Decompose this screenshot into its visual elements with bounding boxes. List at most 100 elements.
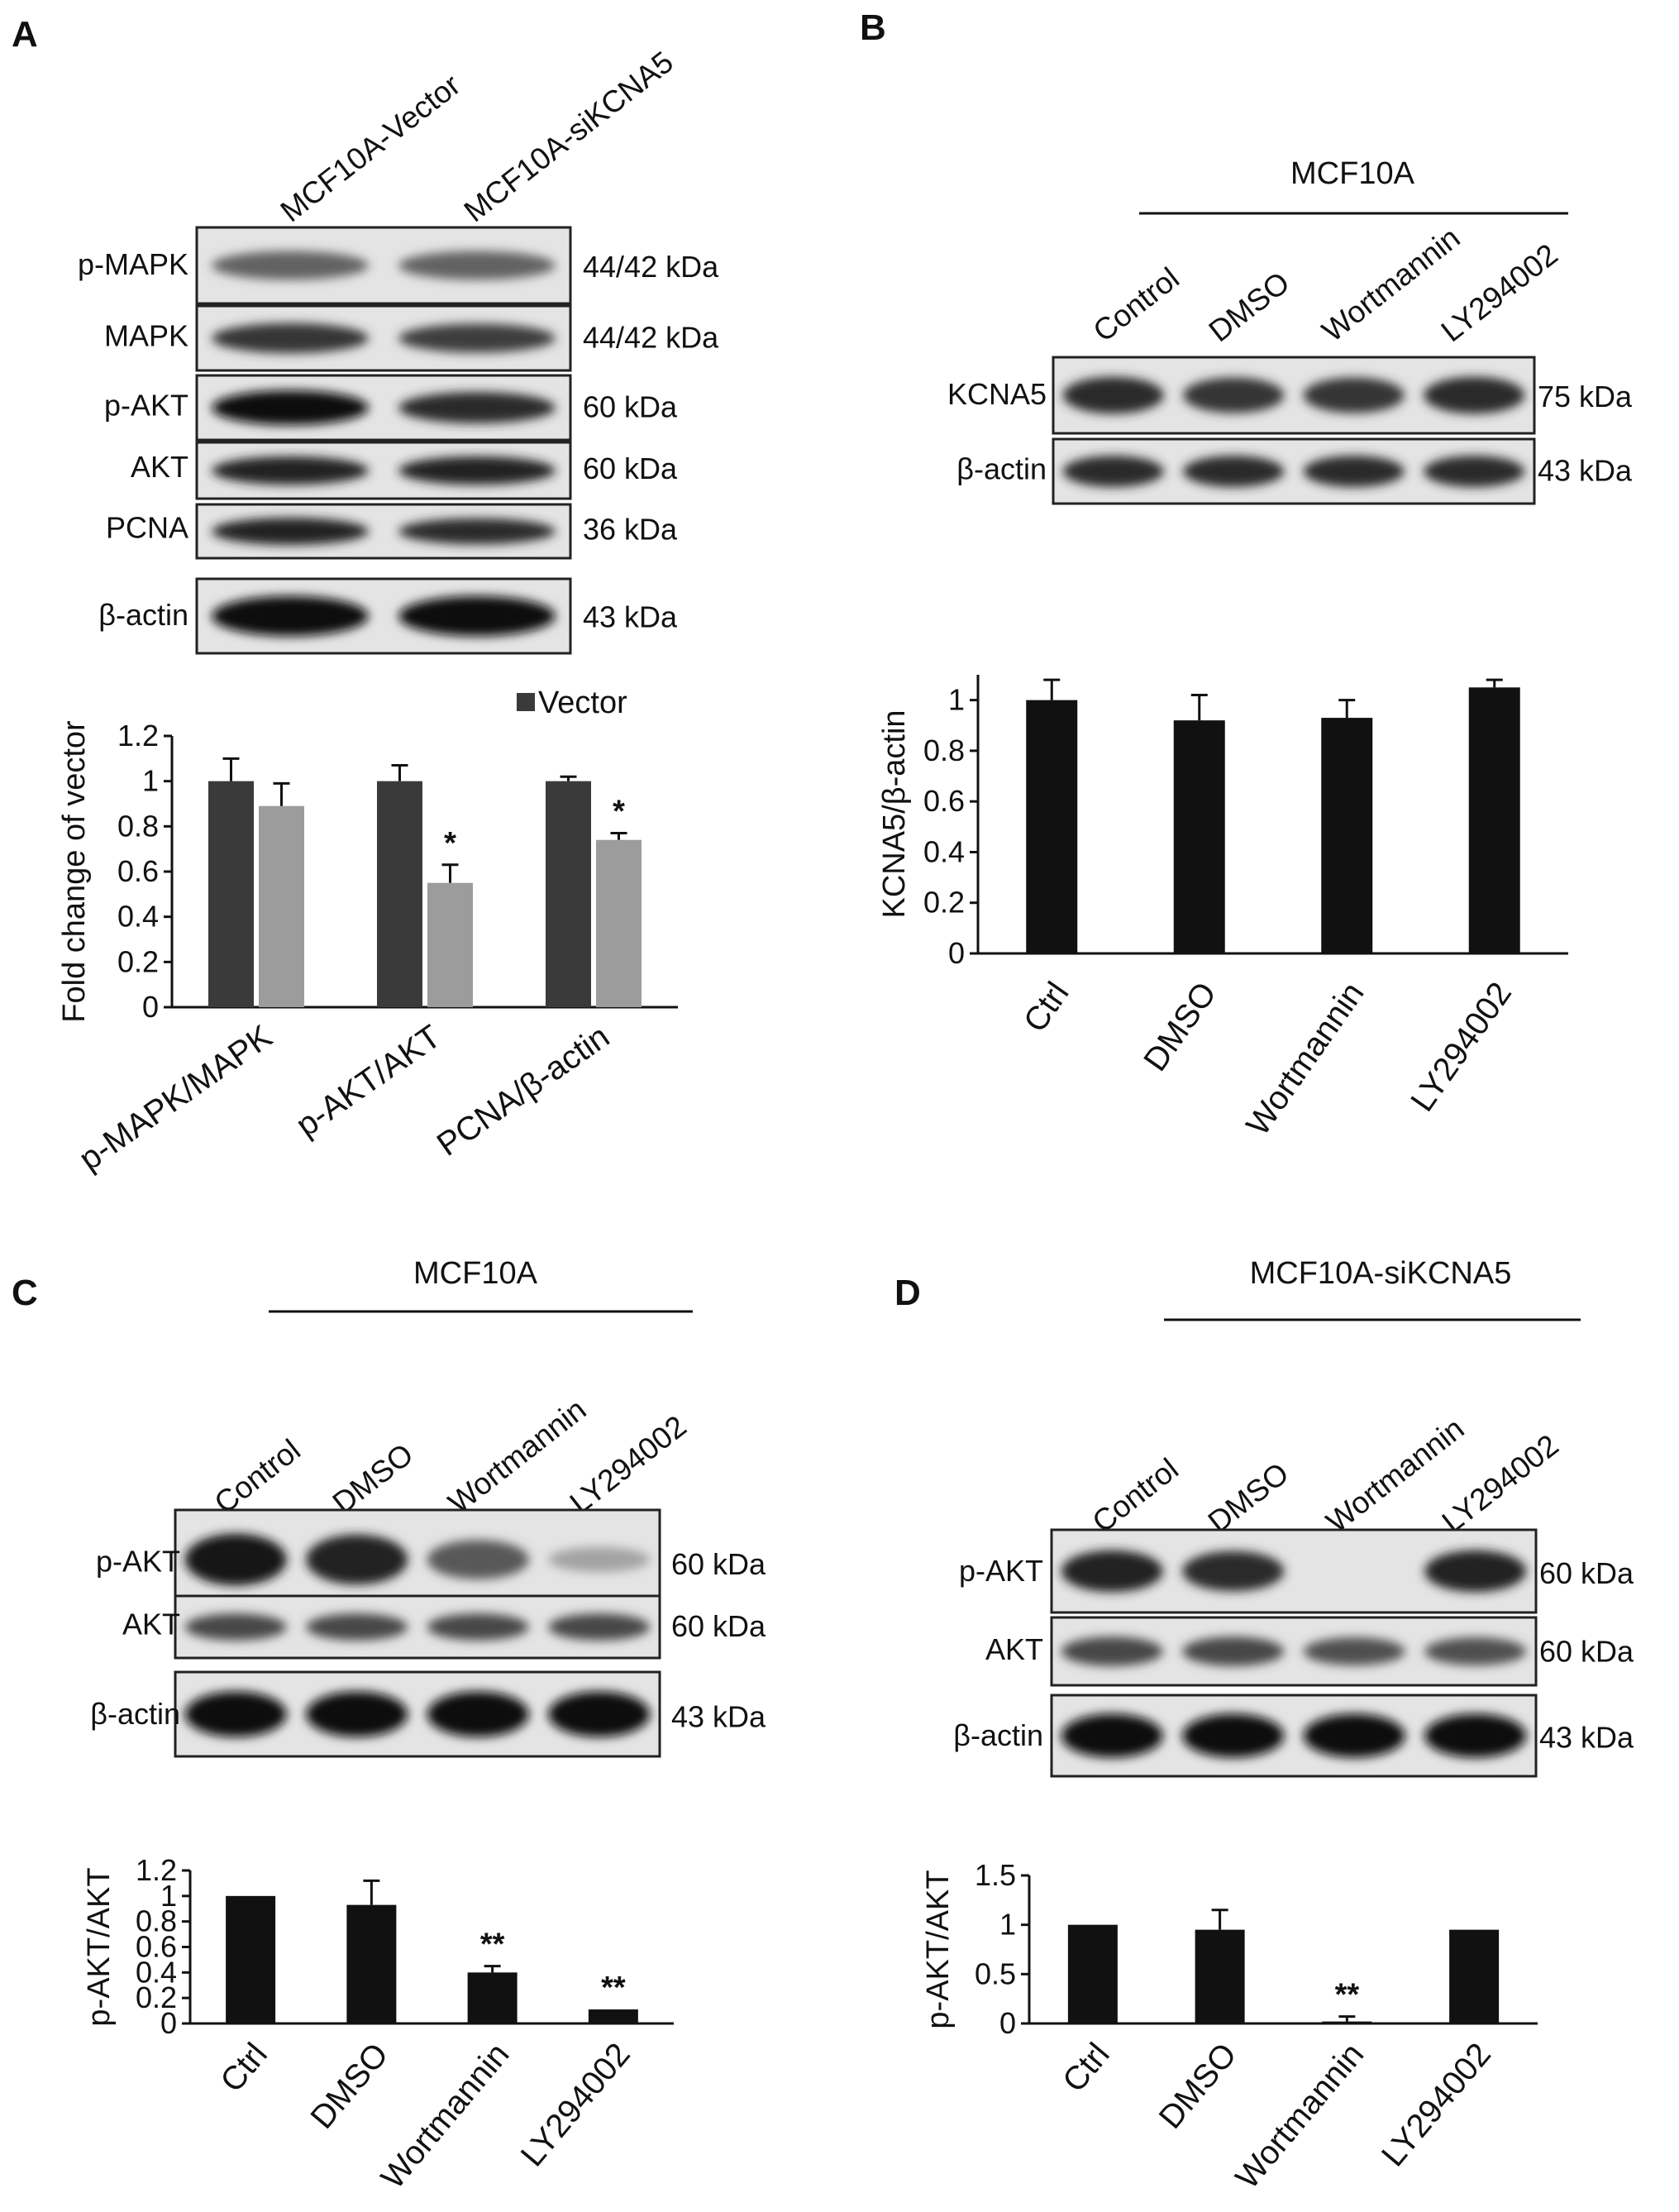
panel-label-a: A bbox=[12, 14, 38, 55]
bar bbox=[546, 781, 591, 1007]
lane-label: Control bbox=[208, 1433, 307, 1521]
blot-size-label: 44/42 kDa bbox=[583, 321, 719, 355]
panel-b-bar-chart: 0 0.2 0.4 0.6 0.8 1 KCNA5/β-actin Ctrl DMSO Wortm… bbox=[877, 675, 1568, 1142]
panel-label-c: C bbox=[12, 1273, 38, 1313]
blot-protein-label: p-AKT bbox=[96, 1544, 180, 1578]
significance-marker: ** bbox=[1335, 1978, 1360, 2013]
lane-label: DMSO bbox=[1202, 1456, 1295, 1540]
blot-size-label: 60 kDa bbox=[583, 390, 678, 424]
significance-marker: ** bbox=[480, 1928, 505, 1962]
bar bbox=[1173, 720, 1225, 953]
y-tick-label: 0.2 bbox=[136, 1980, 177, 2014]
panel-c-group-header: MCF10A bbox=[413, 1256, 538, 1291]
panel-d-bar-chart: 0 0.5 1 1.5 p-AKT/AKT Ctrl DMSO ** Wortmannin LY2… bbox=[921, 1858, 1538, 2195]
blot-band bbox=[184, 1691, 287, 1737]
blot-row: PCNA 36 kDa bbox=[106, 503, 678, 560]
blot-band bbox=[1424, 1713, 1527, 1758]
blot-band bbox=[212, 595, 369, 637]
blot-band bbox=[1183, 377, 1285, 413]
y-tick-label: 0.4 bbox=[136, 1955, 177, 1989]
y-tick-label: 1 bbox=[142, 764, 159, 798]
y-tick-label: 0.8 bbox=[923, 733, 965, 767]
bar bbox=[377, 781, 422, 1007]
blot-band bbox=[1061, 1550, 1163, 1593]
y-tick-label: 0.6 bbox=[136, 1930, 177, 1964]
bar bbox=[346, 1904, 397, 2023]
blot-band bbox=[398, 251, 556, 280]
y-tick-label: 0.5 bbox=[975, 1956, 1016, 1990]
blot-size-label: 36 kDa bbox=[583, 512, 678, 546]
blot-band bbox=[398, 392, 556, 423]
blot-row: p-MAPK 44/42 kDa bbox=[78, 226, 719, 305]
blot-size-label: 75 kDa bbox=[1538, 380, 1633, 413]
x-category-label: Wortmannin bbox=[374, 2037, 517, 2196]
blot-band bbox=[548, 1546, 651, 1573]
y-tick-label: 0.6 bbox=[923, 784, 965, 818]
bar bbox=[259, 805, 304, 1007]
y-tick-label: 1 bbox=[160, 1879, 177, 1913]
y-tick-label: 0.2 bbox=[117, 944, 159, 978]
blot-protein-label: AKT bbox=[122, 1608, 180, 1641]
blot-protein-label: β-actin bbox=[90, 1697, 180, 1731]
x-category-label: LY294002 bbox=[1404, 976, 1519, 1118]
blot-band bbox=[212, 518, 369, 545]
blot-band bbox=[1182, 1713, 1285, 1758]
x-category-label: PCNA/β-actin bbox=[431, 1018, 616, 1163]
blot-row: p-AKT 60 kDa bbox=[959, 1528, 1634, 1614]
lane-label: DMSO bbox=[1203, 265, 1296, 349]
blot-band bbox=[1424, 456, 1525, 487]
panel-d-group-header: MCF10A-siKCNA5 bbox=[1250, 1256, 1512, 1291]
blot-band bbox=[427, 1691, 529, 1737]
blot-size-label: 43 kDa bbox=[1539, 1721, 1634, 1755]
blot-band bbox=[306, 1534, 408, 1585]
blot-band bbox=[398, 456, 556, 485]
y-tick-label: 1 bbox=[948, 683, 965, 717]
y-tick-label: 1.5 bbox=[975, 1858, 1016, 1892]
y-tick-label: 0 bbox=[999, 2006, 1016, 2040]
x-category-label: p-MAPK/MAPK bbox=[73, 1018, 279, 1178]
blot-band bbox=[427, 1613, 529, 1641]
blot-row: p-AKT 60 kDa bbox=[96, 1508, 766, 1611]
blot-protein-label: AKT bbox=[131, 450, 188, 484]
significance-marker: * bbox=[444, 826, 456, 861]
lane-label: Control bbox=[1086, 1452, 1185, 1540]
blot-protein-label: β-actin bbox=[956, 451, 1047, 485]
lane-label: MCF10A-Vector bbox=[274, 68, 467, 228]
y-axis-label: p-AKT/AKT bbox=[921, 1870, 956, 2028]
x-category-label: LY294002 bbox=[1375, 2037, 1498, 2174]
blot-band bbox=[1182, 1550, 1285, 1592]
x-category-label: p-AKT/AKT bbox=[289, 1018, 447, 1144]
blot-row: KCNA5 75 kDa bbox=[947, 356, 1633, 435]
y-axis-label: KCNA5/β-actin bbox=[877, 709, 912, 918]
y-tick-label: 0 bbox=[160, 2006, 177, 2040]
y-tick-label: 0 bbox=[948, 936, 965, 970]
y-tick-label: 0.2 bbox=[923, 886, 965, 920]
blot-band bbox=[398, 518, 556, 545]
blot-protein-label: AKT bbox=[985, 1632, 1043, 1666]
blot-protein-label: p-AKT bbox=[959, 1554, 1043, 1588]
x-category-label: DMSO bbox=[1137, 976, 1223, 1078]
blot-row: β-actin 43 kDa bbox=[953, 1694, 1634, 1778]
blot-band bbox=[306, 1691, 408, 1737]
bar bbox=[1321, 718, 1373, 953]
x-category-label: Ctrl bbox=[1056, 2037, 1117, 2100]
bar bbox=[596, 839, 642, 1007]
legend-swatch bbox=[517, 693, 535, 711]
bar bbox=[1067, 1924, 1118, 2023]
blot-row: AKT 60 kDa bbox=[122, 1594, 766, 1660]
blot-band bbox=[184, 1533, 287, 1586]
blot-row: β-actin 43 kDa bbox=[90, 1670, 766, 1758]
blot-band bbox=[548, 1691, 651, 1737]
blot-band bbox=[1183, 456, 1285, 487]
blot-size-label: 43 kDa bbox=[671, 1699, 766, 1733]
blot-band bbox=[212, 389, 369, 426]
lane-label: Control bbox=[1087, 261, 1185, 349]
legend-label: Vector bbox=[538, 686, 627, 720]
y-tick-label: 1.2 bbox=[117, 719, 159, 752]
y-axis-label: Fold change of vector bbox=[57, 720, 92, 1023]
blot-band bbox=[184, 1613, 287, 1641]
